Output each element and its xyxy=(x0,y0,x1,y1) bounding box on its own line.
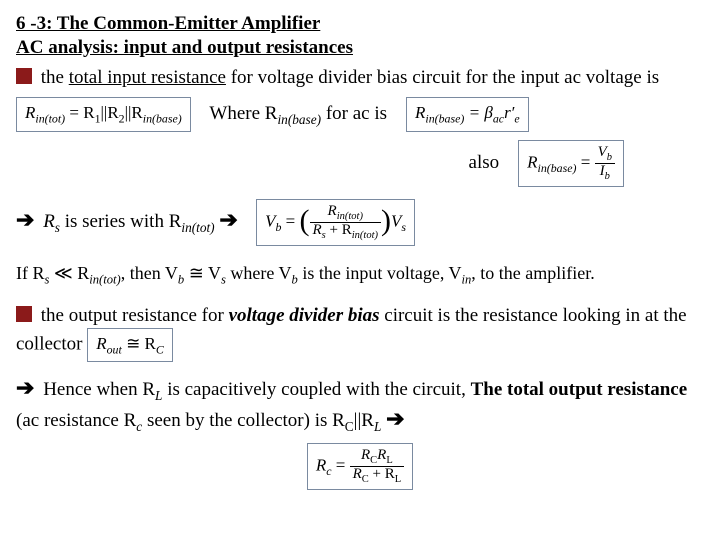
also-text: also xyxy=(469,151,500,172)
para-output-resistance: the output resistance for voltage divide… xyxy=(16,304,704,362)
sub: in(tot) xyxy=(89,273,120,287)
text: ≅ V xyxy=(184,263,221,283)
arrow-icon: ➔ xyxy=(386,406,404,431)
text: (ac resistance R xyxy=(16,410,136,431)
formula-rin-tot: Rin(tot) = R1||R2||Rin(base) xyxy=(16,97,191,131)
text: for ac is xyxy=(321,103,387,124)
text: is series with R xyxy=(60,211,181,232)
paren-icon: ( xyxy=(300,202,310,240)
sym: = R xyxy=(65,103,94,122)
sym: R xyxy=(353,466,362,482)
sym: R xyxy=(361,447,370,463)
arrow-icon: ➔ xyxy=(16,207,34,232)
sub: in(tot) xyxy=(337,211,363,222)
sub: L xyxy=(395,474,401,485)
sym: R xyxy=(313,222,322,238)
sub: in(base) xyxy=(538,160,577,174)
sub: in(tot) xyxy=(352,230,378,241)
sym: R xyxy=(328,203,337,219)
text: for voltage divider bias circuit for the… xyxy=(226,67,659,88)
sub: ac xyxy=(493,112,504,126)
sub: in(base) xyxy=(277,112,321,127)
sym: = xyxy=(281,211,299,230)
sym: V xyxy=(598,144,607,160)
text: Where R xyxy=(209,103,277,124)
where-text: Where Rin(base) for ac is xyxy=(209,103,391,124)
sub: C xyxy=(156,343,164,357)
subtitle: AC analysis: input and output resistance… xyxy=(16,36,704,60)
formula-rin-base-beta: Rin(base) = βacr′e xyxy=(406,97,529,131)
text: ≪ R xyxy=(49,263,89,283)
sub: in(base) xyxy=(425,112,464,126)
sub: L xyxy=(374,419,381,434)
arrow-icon: ➔ xyxy=(219,207,237,232)
text: is the input voltage, V xyxy=(298,263,462,283)
text: If R xyxy=(16,263,45,283)
text: the output resistance for xyxy=(36,305,229,326)
sym: R xyxy=(377,447,386,463)
text: seen by the collector) is R xyxy=(142,410,345,431)
fraction: Rin(tot)Rs + Rin(tot) xyxy=(310,204,381,241)
text: is capacitively coupled with the circuit… xyxy=(162,379,470,400)
sym: = xyxy=(332,456,350,475)
sub: b xyxy=(605,171,610,182)
sub: in xyxy=(462,273,472,287)
sym: V xyxy=(391,211,401,230)
sym: R xyxy=(25,103,35,122)
row-also-eq3: also Rin(base) = VbIb xyxy=(16,140,704,187)
sym: = β xyxy=(464,103,492,122)
square-bullet-icon xyxy=(16,68,32,84)
text: , to the amplifier. xyxy=(471,263,594,283)
para-rl-coupled: ➔ Hence when R L is capacitively coupled … xyxy=(16,374,704,435)
sub: in(tot) xyxy=(35,112,65,126)
sym: + R xyxy=(326,222,352,238)
sym: R xyxy=(415,103,425,122)
formula-vb-divider: Vb = (Rin(tot)Rs + Rin(tot))Vs xyxy=(256,199,415,247)
text-underlined: total input resistance xyxy=(69,67,226,88)
sym: R xyxy=(316,456,326,475)
sym: r′ xyxy=(504,103,514,122)
sym: ≅ R xyxy=(122,334,156,353)
text: , then V xyxy=(121,263,178,283)
text: Hence when R xyxy=(38,379,155,400)
sym: R xyxy=(527,152,537,171)
sym: ||R xyxy=(101,103,119,122)
sub: C xyxy=(345,419,354,434)
text: ||R xyxy=(354,410,374,431)
sym: = xyxy=(576,152,594,171)
sub: in(tot) xyxy=(181,219,214,234)
sym: R xyxy=(96,334,106,353)
row-eq1-where-eq2: Rin(tot) = R1||R2||Rin(base) Where Rin(b… xyxy=(16,97,704,131)
text-bold: The total output resistance xyxy=(471,379,688,400)
sub: b xyxy=(607,152,612,163)
fraction: RCRLRC + RL xyxy=(350,448,405,485)
arrow-icon: ➔ xyxy=(16,375,34,400)
row-rs-series: ➔ Rs is series with Rin(tot) ➔ Vb = (Rin… xyxy=(16,199,704,247)
sym: + R xyxy=(369,466,395,482)
sym: ||R xyxy=(125,103,143,122)
sym: V xyxy=(265,211,275,230)
sub: C xyxy=(362,474,369,485)
text-bold-italic: voltage divider bias xyxy=(229,305,380,326)
sub: e xyxy=(514,112,519,126)
formula-rout-rc: Rout ≅ RC xyxy=(87,328,173,362)
text: where V xyxy=(226,263,292,283)
page-title: 6 -3: The Common-Emitter Amplifier xyxy=(16,12,704,36)
sub: L xyxy=(386,455,392,466)
formula-rin-base-vb-ib: Rin(base) = VbIb xyxy=(518,140,624,187)
sub: s xyxy=(401,220,406,234)
sym: R xyxy=(43,211,55,232)
formula-rc-parallel: Rc = RCRLRC + RL xyxy=(307,443,413,490)
row-condition: If Rs ≪ Rin(tot), then Vb ≅ Vs where Vb … xyxy=(16,262,595,288)
text: the xyxy=(36,67,69,88)
sub: out xyxy=(107,343,122,357)
sub: in(base) xyxy=(143,112,182,126)
paren-icon: ) xyxy=(381,202,391,240)
row-eq6: Rc = RCRLRC + RL xyxy=(16,443,704,490)
fraction: VbIb xyxy=(595,145,615,182)
square-bullet-icon xyxy=(16,306,32,322)
para-input-resistance: the total input resistance for voltage d… xyxy=(16,66,704,90)
